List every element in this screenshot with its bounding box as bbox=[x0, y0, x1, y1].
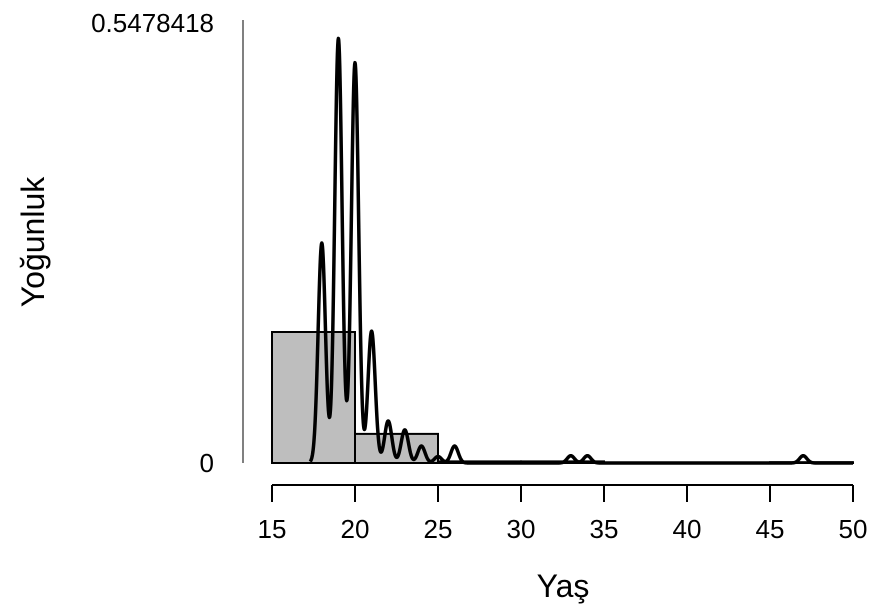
x-tick-label: 30 bbox=[507, 514, 536, 544]
y-tick-label: 0.5478418 bbox=[91, 8, 214, 38]
density-curve-group bbox=[308, 36, 855, 465]
x-axis-title: Yaş bbox=[537, 568, 590, 604]
x-tick-label: 20 bbox=[341, 514, 370, 544]
y-tick-label: 0 bbox=[200, 448, 214, 478]
x-axis: 15 20 25 30 35 40 45 50 bbox=[258, 484, 868, 544]
x-tick-label: 50 bbox=[839, 514, 868, 544]
x-tick-label: 15 bbox=[258, 514, 287, 544]
x-tick-label: 45 bbox=[756, 514, 785, 544]
x-tick-label: 40 bbox=[673, 514, 702, 544]
x-tick-label: 25 bbox=[424, 514, 453, 544]
y-axis-title: Yoğunluk bbox=[15, 176, 51, 308]
density-curve bbox=[308, 36, 855, 465]
y-axis: 0 0.5478418 bbox=[91, 8, 244, 478]
x-tick-label: 35 bbox=[590, 514, 619, 544]
